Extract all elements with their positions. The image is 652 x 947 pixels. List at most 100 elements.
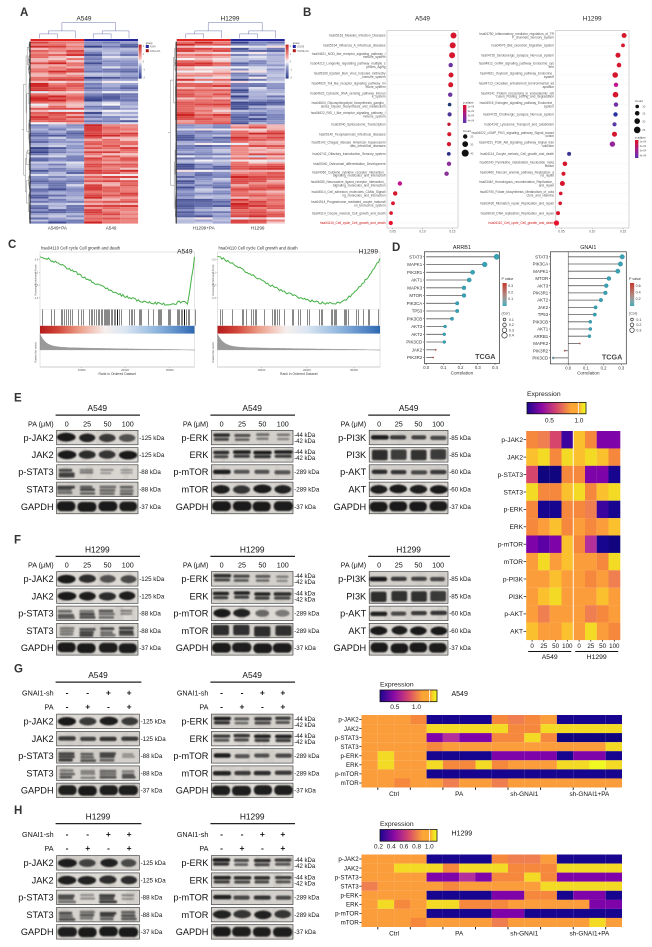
svg-text:GAPDH: GAPDH: [176, 643, 209, 653]
svg-text:1.0: 1.0: [412, 704, 421, 711]
svg-text:H1299+PA: H1299+PA: [297, 50, 309, 53]
svg-text:TP53: TP53: [538, 312, 549, 317]
svg-text:hsa04110 Cell cycle Cell growt: hsa04110 Cell cycle Cell growth and deat…: [219, 246, 299, 251]
svg-text:Expression: Expression: [380, 682, 414, 689]
svg-text:100: 100: [432, 561, 444, 570]
svg-text:ERK: ERK: [346, 762, 360, 769]
svg-text:AKT1: AKT1: [411, 278, 423, 283]
svg-text:-289 kDa: -289 kDa: [294, 770, 320, 777]
svg-text:25: 25: [238, 561, 246, 570]
svg-text:-: -: [220, 843, 223, 853]
svg-text:p-STAT3: p-STAT3: [18, 751, 53, 761]
svg-text:Count: Count: [463, 129, 471, 133]
svg-text:STAT3: STAT3: [340, 883, 359, 890]
svg-text:hsa00790_Folate_biosynthesis_M: hsa00790_Folate_biosynthesis_Metabolism_…: [480, 190, 554, 194]
svg-text:A549: A549: [106, 226, 117, 231]
svg-text:hsa04604_Glycosphingolipid_bio: hsa04604_Glycosphingolipid_biosynthesis_…: [312, 101, 386, 105]
svg-text:JAK2: JAK2: [32, 450, 54, 460]
svg-text:-44 kDa: -44 kDa: [294, 876, 316, 882]
svg-text:2: 2: [143, 44, 145, 48]
svg-text:25: 25: [83, 561, 91, 570]
svg-text:50: 50: [414, 419, 422, 428]
svg-text:on_Endocrine_system: on_Endocrine_system: [354, 203, 386, 207]
svg-text:10: 10: [642, 105, 646, 109]
svg-text:hsa04060_Cytokine_cytokine_rec: hsa04060_Cytokine_cytokine_receptor_inte…: [312, 170, 386, 174]
svg-text:-: -: [220, 701, 223, 711]
svg-text:-44 kDa: -44 kDa: [294, 717, 316, 723]
svg-text:p-STAT3: p-STAT3: [335, 735, 359, 742]
svg-text:JAK2: JAK2: [538, 305, 549, 310]
svg-text:STAT3: STAT3: [26, 910, 53, 920]
svg-text:+: +: [106, 688, 111, 698]
svg-text:hsa05164_Influenza_A_Infectiou: hsa05164_Influenza_A_Infectious_diseases: [323, 44, 386, 48]
svg-text:-289 kDa: -289 kDa: [294, 753, 320, 760]
svg-text:Running Enrichment Score: Running Enrichment Score: [211, 264, 215, 296]
svg-text:50: 50: [104, 419, 112, 428]
svg-text:0.4: 0.4: [509, 334, 514, 338]
svg-text:0.0: 0.0: [423, 365, 429, 370]
svg-text:-42 kDa: -42 kDa: [294, 740, 316, 746]
svg-text:-2: -2: [143, 76, 146, 80]
svg-text:25: 25: [540, 643, 547, 650]
svg-text:A549: A549: [88, 403, 108, 413]
svg-text:0.3: 0.3: [508, 284, 513, 288]
svg-text:50: 50: [104, 561, 112, 570]
svg-text:-88 kDa: -88 kDa: [141, 753, 163, 760]
svg-text:hsa04110_Cell_cycle_Cell_growt: hsa04110_Cell_cycle_Cell_growth_and_deat…: [488, 221, 554, 225]
svg-text:STAT3: STAT3: [26, 626, 53, 636]
svg-text:2: 2: [290, 44, 292, 48]
svg-text:ERK: ERK: [189, 450, 209, 460]
svg-text:-: -: [107, 843, 110, 853]
svg-text:uction: uction: [545, 134, 554, 138]
svg-text:25: 25: [83, 419, 91, 428]
svg-text:hsa04623_Cytosolic_DNA_sensing: hsa04623_Cytosolic_DNA_sensing_pathway_I…: [310, 91, 385, 95]
svg-text:0.4: 0.4: [636, 290, 641, 294]
svg-text:10000: 10000: [258, 368, 266, 372]
svg-text:JAK2: JAK2: [507, 454, 523, 461]
svg-text:MTOR: MTOR: [535, 276, 548, 281]
svg-text:sh-GNAI1+PA: sh-GNAI1+PA: [569, 931, 610, 938]
svg-text:p-ERK: p-ERK: [181, 717, 209, 727]
svg-text:STAT3: STAT3: [26, 768, 53, 778]
svg-text:system: system: [544, 105, 554, 109]
svg-text:-44 kDa: -44 kDa: [294, 574, 316, 580]
svg-text:hsa04022_cGMP_PKG_signaling_pa: hsa04022_cGMP_PKG_signaling_pathway_Sign…: [472, 131, 555, 135]
svg-text:hsa04713_Circadian_entrainment: hsa04713_Circadian_entrainment_Environme…: [479, 81, 555, 85]
svg-text:-: -: [220, 688, 223, 698]
svg-text:-289 kDa: -289 kDa: [294, 487, 320, 494]
svg-text:Rank in Ordered Dataset: Rank in Ordered Dataset: [98, 372, 136, 376]
svg-text:sduction: sduction: [542, 144, 554, 148]
svg-text:0.2: 0.2: [508, 290, 513, 294]
svg-text:p-JAK2: p-JAK2: [338, 856, 359, 863]
svg-text:p-mTOR: p-mTOR: [335, 911, 359, 918]
svg-text:STAT3: STAT3: [535, 254, 549, 259]
svg-text:hsa03040_Spliceosome_Transcrip: hsa03040_Spliceosome_Transcription: [331, 123, 385, 127]
svg-text:1: 1: [290, 52, 292, 56]
svg-text:-0.2: -0.2: [34, 284, 39, 287]
svg-text:H1299: H1299: [85, 544, 110, 554]
svg-text:-0.2: -0.2: [212, 284, 217, 287]
svg-text:JAK2: JAK2: [344, 865, 359, 872]
svg-text:p-AKT: p-AKT: [340, 467, 366, 477]
svg-text:ERK: ERK: [189, 875, 209, 885]
svg-text:TP53: TP53: [412, 309, 423, 314]
svg-text:-44 kDa: -44 kDa: [294, 734, 316, 740]
svg-text:Rank in Ordered Dataset: Rank in Ordered Dataset: [280, 372, 318, 376]
svg-text:PA: PA: [455, 791, 464, 798]
svg-text:0.2: 0.2: [601, 365, 607, 370]
svg-text:3e-04: 3e-04: [640, 149, 647, 153]
svg-text:F: F: [14, 535, 21, 547]
svg-text:p-ERK: p-ERK: [181, 858, 209, 868]
svg-text:-: -: [86, 688, 89, 698]
svg-text:and_repair: and_repair: [539, 184, 555, 188]
svg-text:0: 0: [220, 561, 224, 570]
svg-text:15: 15: [642, 112, 646, 116]
svg-text:+: +: [280, 829, 285, 839]
svg-text:1.0: 1.0: [574, 418, 583, 425]
svg-text:0.3: 0.3: [475, 365, 481, 370]
svg-text:bolism: bolism: [545, 164, 555, 168]
svg-text:e_system: e_system: [372, 95, 386, 99]
svg-text:hsa04141_Protein_processing_in: hsa04141_Protein_processing_in_endoplasm…: [481, 91, 554, 95]
svg-text:p-mTOR: p-mTOR: [173, 751, 208, 761]
svg-text:+: +: [106, 829, 111, 839]
